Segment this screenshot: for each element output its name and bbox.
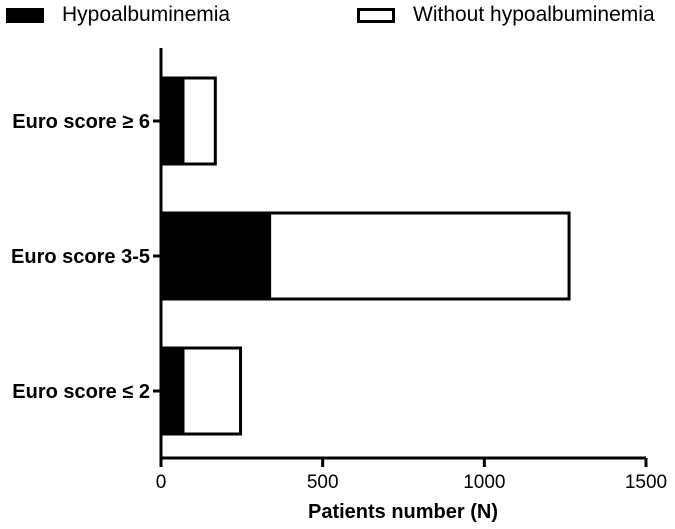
x-tick-label-1: 500 xyxy=(307,472,339,493)
bars-group xyxy=(159,76,571,436)
axes-group: Euro score ≥ 6 Euro score 3-5 Euro score ≤… xyxy=(11,48,667,493)
y-tick-label-0: Euro score ≥ 6 xyxy=(12,111,150,133)
bar-hypoalbuminemia-2 xyxy=(159,346,185,436)
legend: Hypoalbuminemia Without hypoalbuminemia xyxy=(0,0,675,34)
bar-hypoalbuminemia-0 xyxy=(159,76,185,166)
bar-without-hypoalbuminemia-1 xyxy=(268,211,571,301)
bar-without-hypoalbuminemia-0 xyxy=(181,76,217,166)
bar-hypoalbuminemia-1 xyxy=(159,211,272,301)
x-tick-label-2: 1000 xyxy=(463,472,505,493)
legend-label-without-hypoalbuminemia: Without hypoalbuminemia xyxy=(413,3,655,26)
legend-item-without-hypoalbuminemia: Without hypoalbuminemia xyxy=(357,3,655,27)
legend-swatch-hypoalbuminemia xyxy=(6,7,44,23)
bar-without-hypoalbuminemia-2 xyxy=(181,346,243,436)
legend-item-hypoalbuminemia: Hypoalbuminemia xyxy=(6,3,230,27)
x-tick-label-0: 0 xyxy=(156,472,167,493)
y-tick-label-1: Euro score 3-5 xyxy=(11,246,150,268)
legend-swatch-without-hypoalbuminemia xyxy=(357,7,395,23)
x-axis-label: Patients number (N) xyxy=(308,501,498,523)
legend-label-hypoalbuminemia: Hypoalbuminemia xyxy=(62,3,231,26)
x-tick-label-3: 1500 xyxy=(625,472,667,493)
y-tick-label-2: Euro score ≤ 2 xyxy=(12,381,150,403)
